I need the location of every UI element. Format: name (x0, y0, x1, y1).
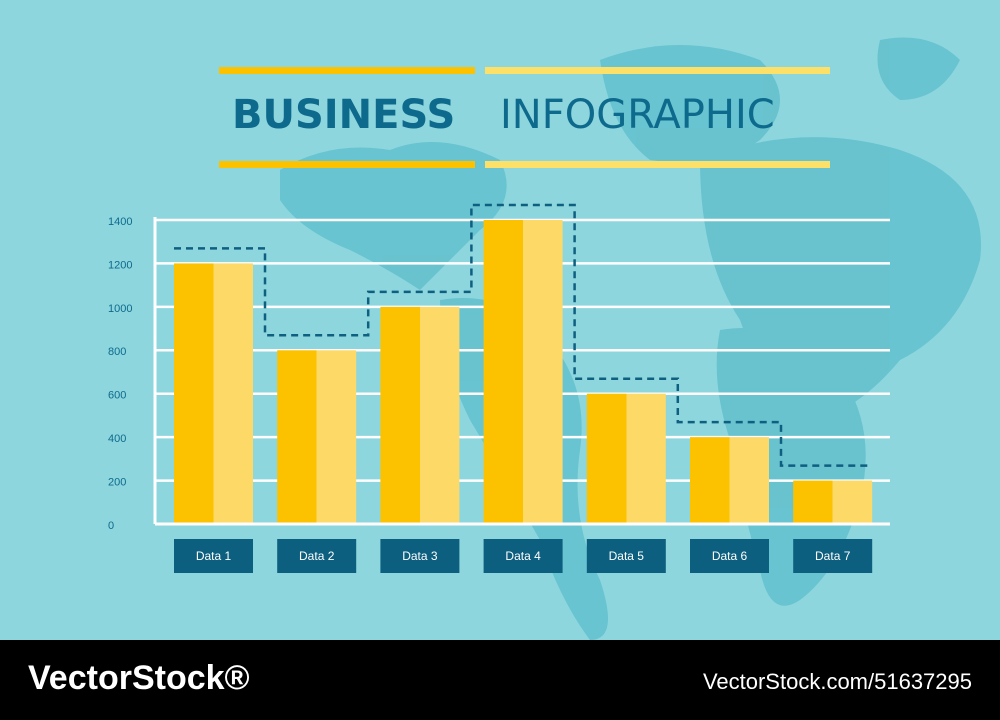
category-box (690, 539, 769, 573)
bar (380, 306, 460, 524)
category-box (277, 539, 357, 573)
footer-brand: VectorStock® (28, 659, 250, 697)
y-tick-label: 200 (108, 476, 126, 488)
bar (277, 350, 357, 524)
x-tick-label: Data 5 (609, 549, 645, 563)
bar (483, 220, 563, 524)
x-tick-label: Data 1 (196, 549, 232, 563)
title-rule (219, 161, 475, 168)
footer-bar (0, 640, 1000, 720)
bar (586, 393, 666, 524)
bar (793, 480, 873, 524)
title-rule (485, 161, 830, 168)
x-tick-label: Data 2 (299, 549, 335, 563)
title: INFOGRAPHIC (500, 92, 775, 138)
y-tick-label: 600 (108, 390, 126, 402)
category-box (793, 539, 873, 573)
y-tick-label: 400 (108, 433, 126, 445)
category-box (586, 539, 666, 573)
category-box (483, 539, 563, 573)
step-line (174, 203, 869, 467)
title: BUSINESS (232, 92, 455, 138)
title-rule (485, 67, 830, 74)
bar (690, 437, 769, 524)
title-rule (219, 67, 475, 74)
y-tick-label: 1200 (108, 259, 132, 271)
x-tick-label: Data 7 (815, 549, 851, 563)
y-tick-label: 1400 (108, 216, 132, 228)
y-tick-label: 1000 (108, 303, 132, 315)
x-tick-label: Data 4 (505, 549, 541, 563)
category-box (174, 539, 253, 573)
x-tick-label: Data 6 (712, 549, 748, 563)
category-box (380, 539, 460, 573)
y-tick-label: 0 (108, 520, 114, 532)
y-tick-label: 800 (108, 346, 126, 358)
bar (174, 263, 253, 524)
x-tick-label: Data 3 (402, 549, 438, 563)
footer-id: VectorStock.com/51637295 (703, 669, 972, 694)
